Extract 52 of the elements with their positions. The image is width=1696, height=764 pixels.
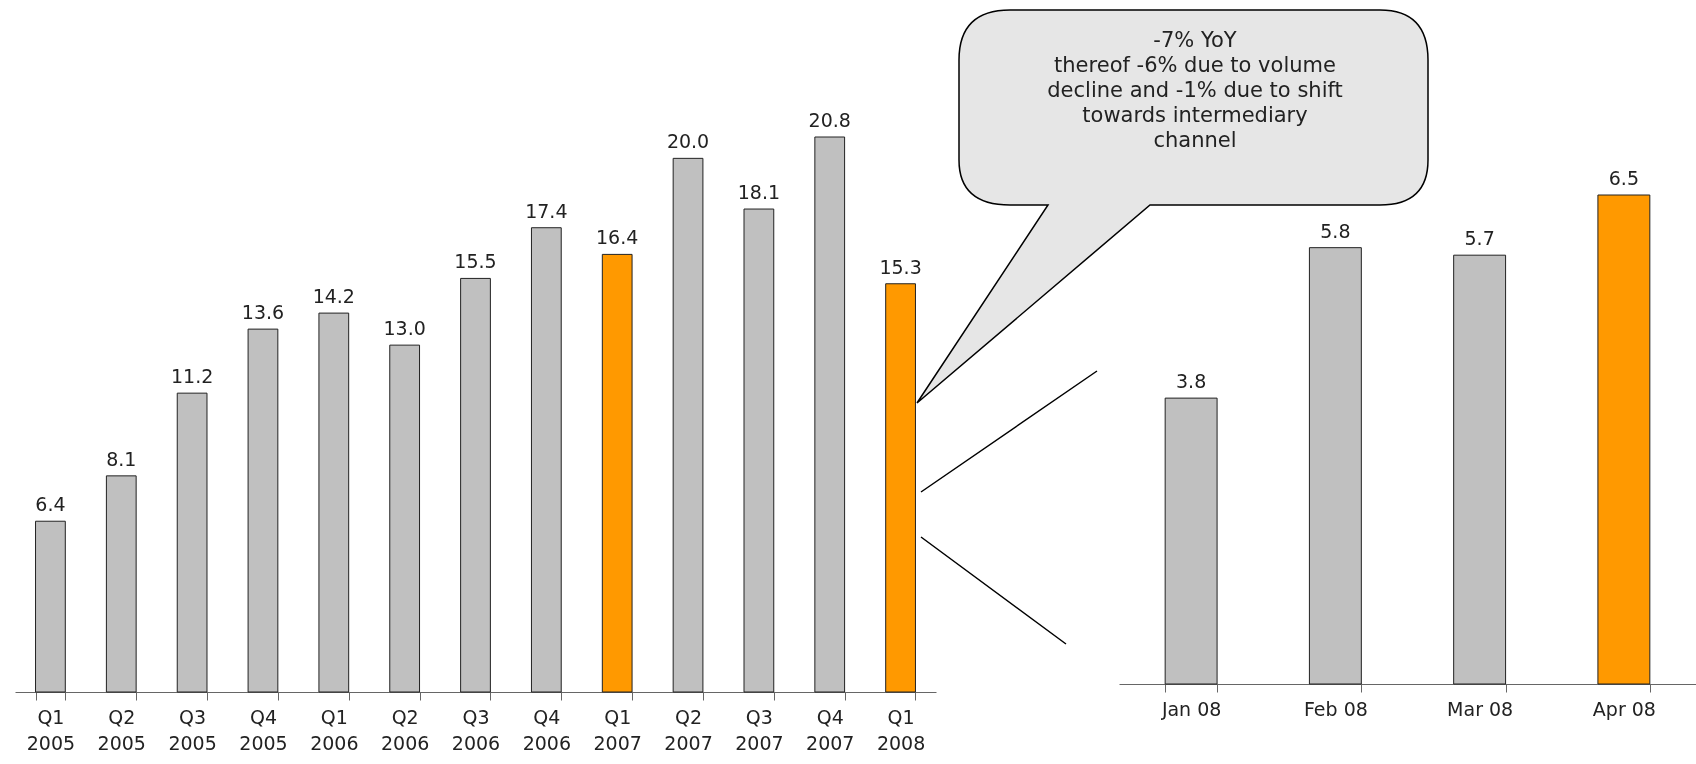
data-label: 8.1 xyxy=(106,447,137,470)
x-tick-label: Q4 2007 xyxy=(806,705,855,754)
bar xyxy=(885,283,916,693)
bar xyxy=(105,475,137,693)
x-tick-label: Q2 2006 xyxy=(380,705,430,754)
data-label: 6.5 xyxy=(1608,167,1639,189)
data-label: 16.4 xyxy=(596,226,639,249)
x-tick-label: Jan 08 xyxy=(1160,697,1222,720)
x-tick-label: Q1 2005 xyxy=(26,705,76,754)
x-tick-label: Q1 2006 xyxy=(310,705,359,754)
data-label: 13.0 xyxy=(383,317,426,340)
bar xyxy=(814,136,846,693)
x-tick-label: Q3 2007 xyxy=(735,705,784,754)
bar xyxy=(460,277,491,693)
x-tick-label: Q2 2005 xyxy=(97,705,146,754)
bar xyxy=(601,253,633,693)
bar xyxy=(1597,194,1651,685)
data-label: 20.0 xyxy=(666,130,710,153)
data-label: 15.5 xyxy=(454,250,497,273)
x-tick-label: Q4 2006 xyxy=(522,705,572,754)
x-tick-label: Mar 08 xyxy=(1447,697,1514,720)
data-label: 15.3 xyxy=(879,255,922,278)
x-tick-label: Q3 2006 xyxy=(451,705,501,754)
data-label: 18.1 xyxy=(737,181,781,204)
text: -7% YoY thereof -6% due to volume decline and -1% due to shift towards intermediary channel xyxy=(1046,28,1344,153)
data-label: 5.7 xyxy=(1464,227,1495,250)
bar xyxy=(1453,254,1507,685)
data-label: 17.4 xyxy=(525,199,568,222)
x-tick-label: Apr 08 xyxy=(1592,697,1656,720)
x-tick-label: Q1 2007 xyxy=(593,705,642,754)
data-label: 6.4 xyxy=(35,493,66,516)
bar xyxy=(318,312,350,693)
x-tick-label: Q4 2005 xyxy=(239,705,288,754)
x-tick-label: Q2 2007 xyxy=(664,705,713,754)
data-label: 14.2 xyxy=(312,285,355,308)
bar xyxy=(1164,397,1218,685)
x-tick-label: Q3 2005 xyxy=(168,705,217,754)
bar xyxy=(176,392,208,693)
bar xyxy=(247,328,279,693)
data-label: 3.8 xyxy=(1176,370,1207,393)
data-label: 13.6 xyxy=(241,301,285,324)
data-label: 20.8 xyxy=(808,109,851,131)
bar xyxy=(530,227,562,693)
data-label: 11.2 xyxy=(170,365,214,388)
bar xyxy=(743,208,775,693)
bar xyxy=(1308,247,1362,685)
x-tick-label: Feb 08 xyxy=(1303,697,1368,720)
bar xyxy=(672,157,704,693)
bar xyxy=(389,344,421,693)
x-tick-label: Q1 2008 xyxy=(876,705,926,754)
bar xyxy=(35,520,66,693)
data-label: 5.8 xyxy=(1320,219,1351,242)
